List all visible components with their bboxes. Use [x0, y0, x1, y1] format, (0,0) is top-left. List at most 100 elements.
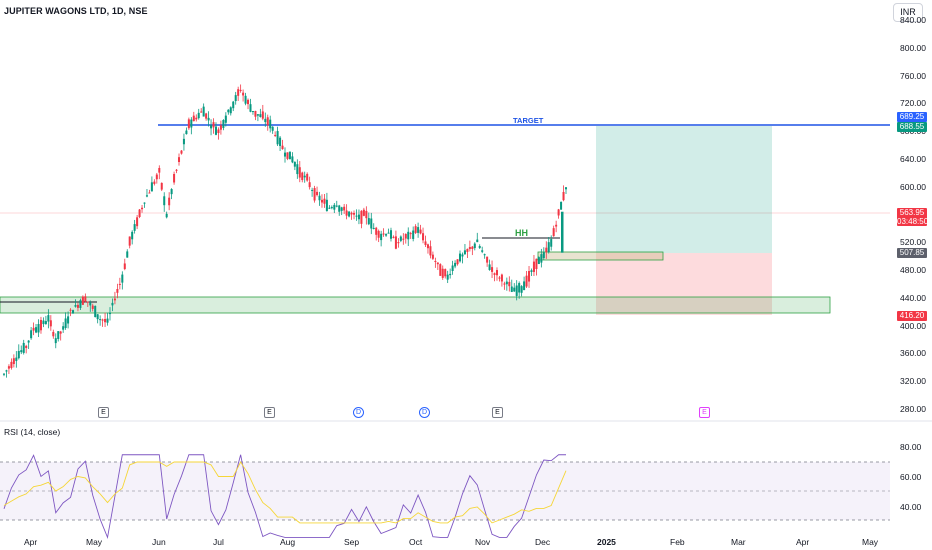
candle-body [224, 115, 227, 123]
rsi-line [3, 454, 566, 540]
currency-button[interactable]: INR [893, 3, 923, 22]
candle-body [510, 286, 513, 292]
candle-body [106, 318, 109, 323]
candle-body [32, 327, 35, 331]
candle-body [108, 312, 112, 315]
candle-body [128, 236, 131, 246]
candle-body [190, 119, 193, 128]
candle-body [276, 131, 279, 145]
candle-body [281, 145, 284, 150]
price-tick: 840.00 [900, 15, 926, 25]
candle-body [414, 226, 417, 233]
candle-body [535, 258, 538, 270]
candle-body [540, 254, 543, 263]
candle-body [25, 345, 28, 349]
candle-body [498, 277, 501, 279]
candle-body [365, 210, 368, 219]
candle-body [513, 287, 516, 292]
candle-body [508, 281, 511, 287]
candle-body [57, 331, 60, 339]
candle-body [214, 126, 217, 135]
candle-body [461, 254, 464, 257]
candle-body [320, 199, 323, 203]
candle-body [360, 210, 363, 224]
time-tick: Apr [796, 537, 810, 547]
earnings-marker[interactable]: E [264, 407, 275, 418]
candle-body [505, 281, 508, 285]
candle-body [210, 125, 213, 129]
candle-body [192, 115, 195, 122]
candle-body [182, 138, 185, 145]
earnings-marker[interactable]: E [492, 407, 503, 418]
stop-price-badge: 416.20 [897, 311, 927, 321]
time-tick: Apr [24, 537, 38, 547]
price-tick: 440.00 [900, 292, 926, 303]
candle-body [81, 296, 84, 305]
time-tick: Aug [280, 537, 296, 547]
candle-body [247, 99, 250, 105]
candle-body [564, 187, 568, 190]
candle-body [552, 228, 555, 237]
candle-body [126, 251, 129, 258]
candle-body [412, 230, 415, 239]
candle-body [271, 126, 274, 131]
candle-body [481, 250, 484, 252]
candle-body [177, 157, 181, 163]
time-tick: 2025 [597, 537, 616, 547]
candle-body [5, 370, 8, 372]
candle-body [286, 152, 289, 159]
candle-body [382, 233, 385, 235]
candle-body [74, 305, 77, 307]
candle-body [264, 118, 267, 123]
last-price-value: 563.95 [899, 208, 925, 217]
time-tick: Feb [670, 537, 685, 547]
candle-body [17, 350, 20, 359]
candle-body [394, 236, 397, 249]
candle-body [163, 196, 166, 206]
candle-body [242, 92, 245, 96]
candle-body [375, 227, 378, 235]
candle-body [303, 175, 306, 178]
candle-body [348, 211, 351, 217]
candle-body [180, 150, 183, 154]
candle-body [340, 207, 343, 211]
candle-body [175, 169, 178, 171]
candle-body [345, 210, 348, 216]
rsi-indicator-label[interactable]: RSI (14, close) [4, 427, 61, 437]
candle-body [200, 111, 203, 113]
candle-body [419, 229, 422, 234]
candle-body [409, 233, 412, 235]
candle-body [353, 212, 356, 215]
candle-body [362, 209, 365, 216]
dividend-marker[interactable]: D [353, 407, 364, 418]
rsi-tick: 80.00 [900, 442, 922, 452]
candle-body [42, 320, 45, 325]
candle-body [308, 182, 311, 188]
candle-body [350, 212, 353, 215]
candle-body [205, 113, 208, 119]
earnings-marker[interactable]: E [98, 407, 109, 418]
candle-body [417, 227, 420, 233]
dividend-marker[interactable]: D [419, 407, 430, 418]
candle-body [367, 218, 370, 225]
candle-body [52, 331, 55, 337]
candle-body [239, 89, 242, 91]
breakout-box [537, 251, 664, 261]
earnings-marker[interactable]: E [699, 407, 710, 418]
candle-body [62, 326, 65, 330]
candle-body [39, 319, 42, 331]
candle-body [222, 119, 225, 128]
candle-body [288, 151, 291, 160]
candle-body [515, 285, 518, 296]
candle-body [153, 181, 156, 184]
candle-body [20, 350, 23, 353]
time-tick: Nov [475, 537, 491, 547]
candle-body [385, 234, 388, 236]
candle-body [333, 204, 336, 210]
candle-body [392, 236, 395, 238]
candle-body [542, 252, 545, 259]
candle-body [446, 274, 449, 280]
candle-body [113, 298, 116, 301]
candle-body [266, 117, 269, 126]
